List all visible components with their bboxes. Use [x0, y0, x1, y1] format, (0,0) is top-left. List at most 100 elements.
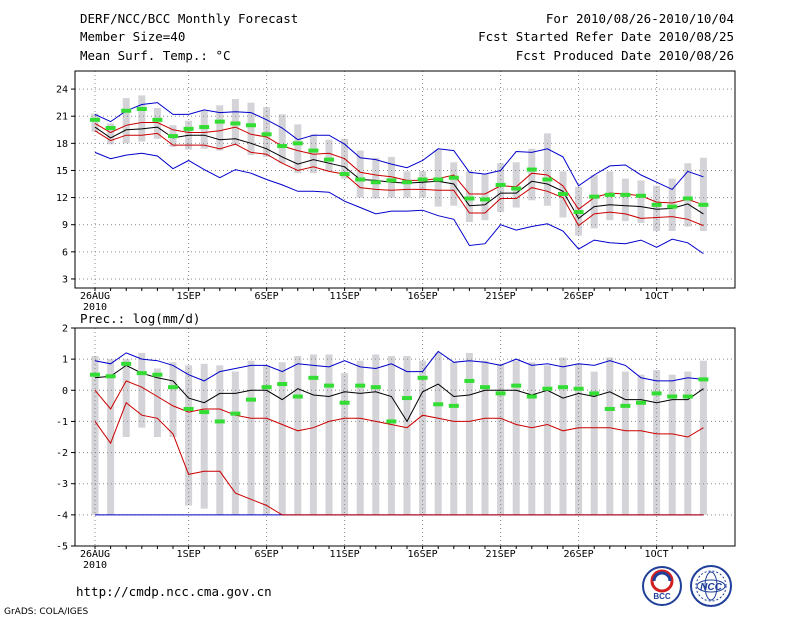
prec-box-27 [497, 363, 505, 515]
temp-mean-marker-34 [604, 192, 615, 197]
prec-mean-marker-10 [230, 411, 241, 416]
prec-box-29 [528, 362, 536, 515]
temp-mean-marker-29 [526, 167, 537, 172]
prec-xtick-year: 2010 [83, 560, 107, 571]
temp-ytick-label: 15 [56, 166, 68, 177]
temp-xtick-label: 1OCT [645, 291, 669, 302]
prec-mean-marker-3 [121, 361, 132, 366]
temp-xtick-label: 16SEP [408, 291, 438, 302]
temp-xtick-label: 26AUG [80, 291, 110, 302]
temp-min-line [94, 151, 704, 255]
figure-title: DERF/NCC/BCC Monthly Forecast [80, 11, 298, 26]
prec-box-22 [419, 360, 427, 515]
temp-box-28 [512, 162, 520, 208]
prec-box-15 [309, 354, 317, 515]
prec-mean-marker-36 [636, 400, 646, 405]
prec-mean-marker-14 [292, 394, 303, 399]
temp-box-16 [325, 139, 333, 172]
prec-ytick-label: -5 [56, 542, 68, 553]
prec-mean-marker-37 [651, 391, 662, 396]
forecast-period-label: For 2010/08/26-2010/10/04 [546, 11, 734, 26]
prec-box-21 [403, 356, 411, 515]
prec-mean-marker-25 [464, 378, 475, 383]
prec-box-9 [216, 365, 224, 515]
temp-mean-marker-33 [589, 194, 600, 199]
temp-mean-marker-9 [214, 119, 225, 124]
temp-mean-marker-32 [573, 210, 584, 215]
prec-box-11 [247, 360, 255, 515]
prec-mean-marker-40 [698, 377, 709, 382]
prec-mean-marker-21 [402, 396, 412, 401]
prec-mean-marker-28 [511, 383, 522, 388]
temp-mean-marker-30 [542, 177, 553, 182]
temp-mean-marker-20 [386, 178, 397, 183]
prec-box-34 [606, 357, 614, 515]
prec-box-36 [637, 374, 645, 515]
member-size-label: Member Size=40 [80, 29, 185, 44]
prec-box-38 [668, 374, 676, 515]
prec-box-6 [169, 362, 177, 437]
prec-box-20 [387, 356, 395, 515]
temp-box-12 [263, 107, 271, 157]
temp-box-19 [372, 157, 380, 199]
fcst-produced-label: Fcst Produced Date 2010/08/26 [516, 48, 734, 63]
prec-lower-quartile-line [94, 401, 704, 516]
temp-box-26 [481, 174, 489, 221]
temp-box-35 [621, 178, 629, 222]
prec-mean-marker-16 [324, 383, 334, 388]
prec-mean-marker-2 [105, 374, 116, 379]
prec-mean-marker-27 [495, 391, 506, 396]
prec-upper-quartile-line [94, 380, 704, 438]
prec-box-39 [684, 371, 692, 515]
prec-box-26 [481, 360, 489, 515]
temp-mean-marker-31 [558, 191, 568, 196]
temp-box-29 [528, 148, 536, 201]
prec-box-5 [153, 368, 161, 437]
prec-box-18 [356, 360, 364, 515]
prec-mean-marker-19 [370, 385, 381, 390]
prec-mean-marker-31 [558, 385, 568, 390]
prec-mean-marker-20 [386, 419, 397, 424]
temp-mean-marker-11 [246, 123, 256, 128]
temp-mean-marker-39 [682, 196, 693, 201]
temp-mean-marker-38 [667, 204, 678, 209]
temp-xtick-year: 2010 [83, 302, 107, 313]
temp-box-18 [356, 150, 364, 198]
source-url: http://cmdp.ncc.cma.gov.cn [76, 584, 272, 599]
prec-mean-marker-17 [339, 400, 350, 405]
ncc-logo-text: NCC [700, 582, 722, 593]
temp-mean-marker-26 [480, 197, 490, 202]
temp-xtick-label: 1SEP [177, 291, 201, 302]
prec-mean-marker-4 [136, 371, 147, 376]
temp-box-36 [637, 180, 645, 223]
prec-mean-marker-5 [152, 372, 163, 377]
temp-upper-quartile-line [94, 122, 704, 211]
temp-xtick-label: 11SEP [330, 291, 360, 302]
bcc-logo: BCC [642, 566, 682, 606]
prec-mean-marker-6 [168, 385, 178, 390]
temp-mean-marker-22 [417, 177, 428, 182]
prec-mean-marker-23 [433, 402, 444, 407]
prec-median-line [94, 364, 704, 423]
temp-box-21 [403, 171, 411, 198]
prec-ytick-label: 0 [62, 386, 68, 397]
temp-mean-marker-23 [433, 177, 444, 182]
temp-xtick-label: 6SEP [255, 291, 279, 302]
temp-box-1 [91, 113, 99, 132]
temp-mean-marker-19 [370, 180, 381, 185]
prec-mean-marker-15 [308, 375, 319, 380]
temp-box-39 [684, 163, 692, 227]
prec-mean-marker-18 [355, 383, 366, 388]
prec-mean-marker-30 [542, 386, 553, 391]
prec-xtick-label: 1OCT [645, 549, 669, 560]
temp-ytick-label: 3 [62, 274, 68, 285]
grads-credit: GrADS: COLA/IGES [4, 607, 88, 617]
temp-box-9 [216, 105, 224, 151]
prec-mean-marker-8 [199, 410, 210, 415]
prec-box-30 [543, 365, 551, 515]
temp-lower-quartile-line [94, 130, 704, 227]
temp-plot-frame [74, 70, 736, 289]
prec-box-35 [621, 371, 629, 515]
